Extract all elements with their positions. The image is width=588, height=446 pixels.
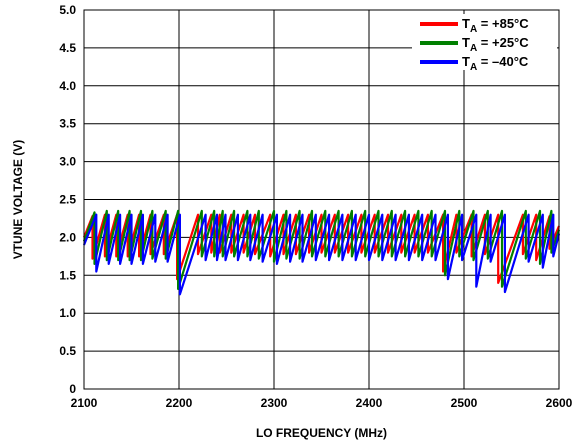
plot-frame bbox=[83, 9, 560, 390]
y-tick-label: 0.5 bbox=[59, 344, 76, 358]
tick-labels: 2100 2200 2300 2400 2500 2600 0 0.5 1.0 1.5 2.0 2.5… bbox=[59, 3, 572, 410]
y-axis-label: VTUNE VOLTAGE (V) bbox=[11, 140, 25, 260]
x-tick-label: 2500 bbox=[451, 396, 478, 410]
legend-label: TA = –40°C bbox=[462, 54, 529, 73]
series-line-0 bbox=[82, 213, 561, 284]
legend-prefix: T bbox=[462, 35, 470, 50]
x-tick-label: 2200 bbox=[166, 396, 193, 410]
y-tick-label: 5.0 bbox=[59, 3, 76, 17]
y-tick-label: 4.5 bbox=[59, 41, 76, 55]
series-line-1 bbox=[82, 209, 561, 290]
x-tick-label: 2400 bbox=[356, 396, 383, 410]
legend-label: TA = +25°C bbox=[462, 35, 529, 54]
x-tick-label: 2600 bbox=[546, 396, 573, 410]
y-tick-label: 1.0 bbox=[59, 306, 76, 320]
y-tick-label: 3.0 bbox=[59, 155, 76, 169]
y-tick-label: 0 bbox=[69, 382, 76, 396]
legend-subscript: A bbox=[470, 62, 477, 73]
x-tick-label: 2300 bbox=[261, 396, 288, 410]
y-tick-label: 2.5 bbox=[59, 193, 76, 207]
legend-series-name: = +25°C bbox=[477, 35, 529, 50]
legend-label: TA = +85°C bbox=[462, 16, 529, 35]
legend-prefix: T bbox=[462, 54, 470, 69]
x-axis-label: LO FREQUENCY (MHz) bbox=[256, 426, 387, 440]
y-tick-label: 2.0 bbox=[59, 230, 76, 244]
x-tick-label: 2100 bbox=[71, 396, 98, 410]
legend-prefix: T bbox=[462, 16, 470, 31]
y-tick-label: 3.5 bbox=[59, 117, 76, 131]
y-tick-label: 4.0 bbox=[59, 79, 76, 93]
legend: TA = +85°CTA = +25°CTA = –40°C bbox=[412, 14, 557, 73]
legend-series-name: = +85°C bbox=[477, 16, 529, 31]
legend-series-name: = –40°C bbox=[477, 54, 529, 69]
legend-subscript: A bbox=[470, 24, 477, 35]
series-line-2 bbox=[82, 213, 561, 296]
legend-subscript: A bbox=[470, 43, 477, 54]
y-tick-label: 1.5 bbox=[59, 268, 76, 282]
series-layer bbox=[82, 209, 561, 296]
